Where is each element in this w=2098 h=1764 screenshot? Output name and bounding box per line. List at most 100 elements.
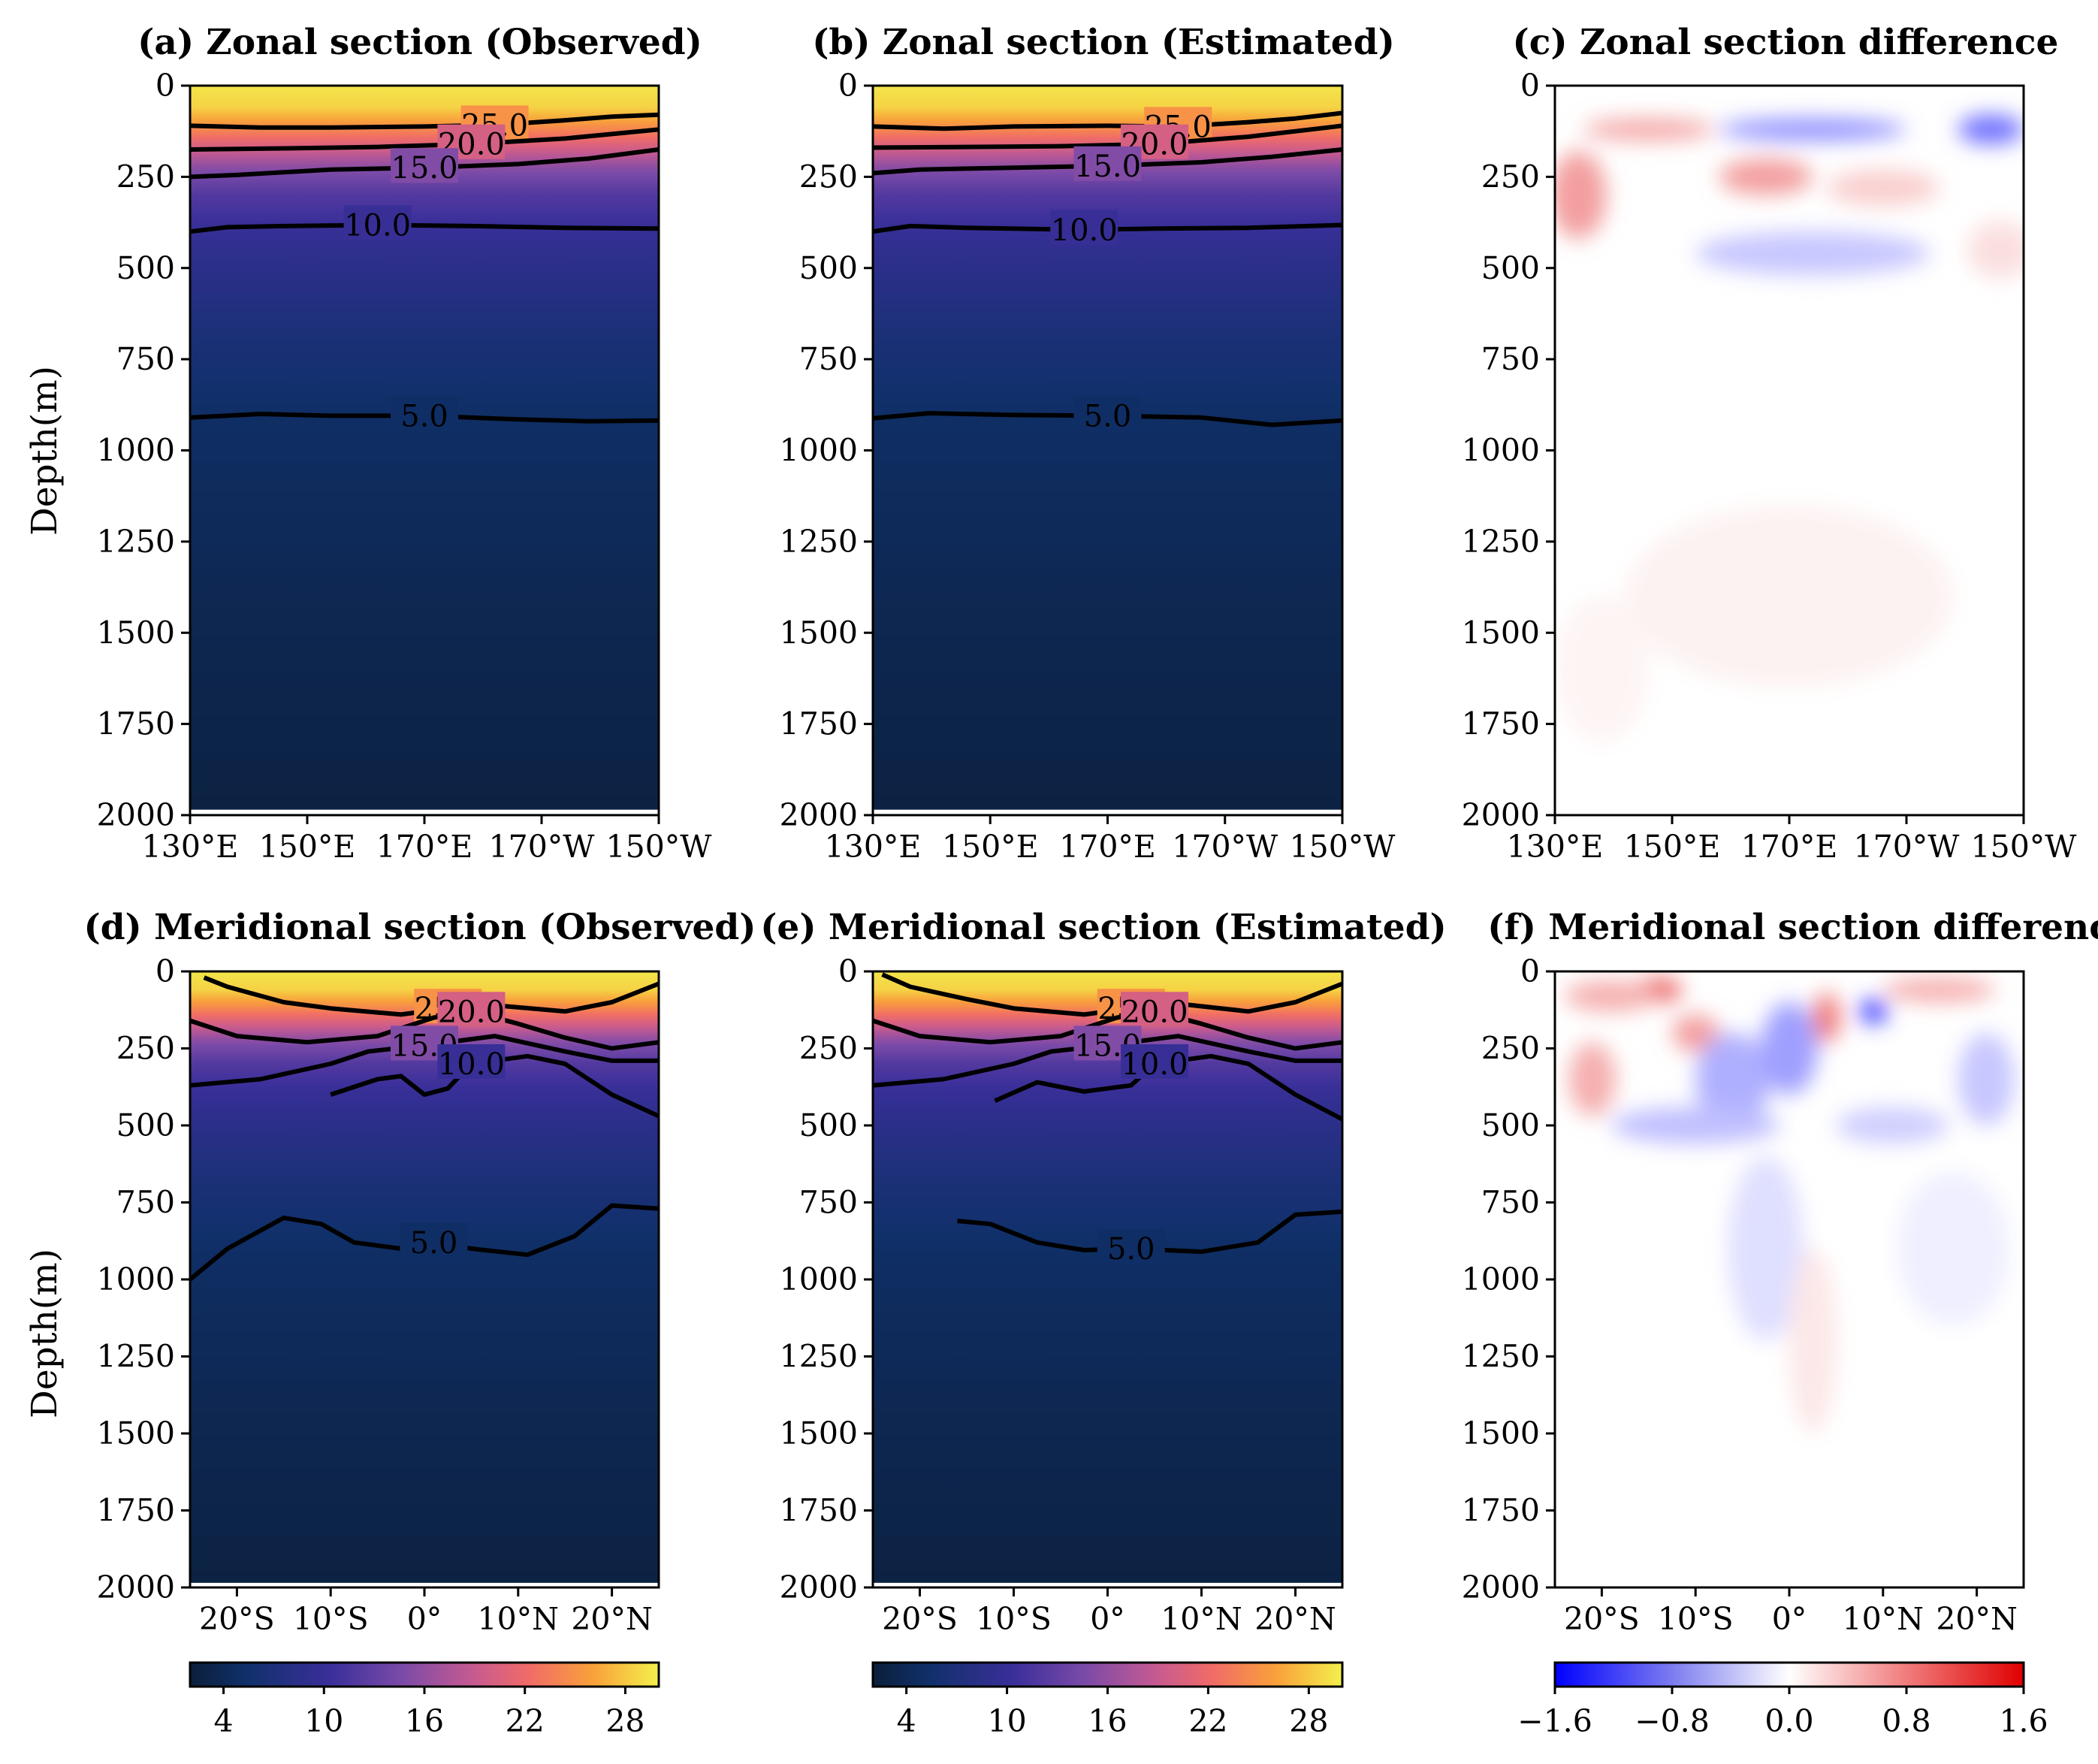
contour-label-gap bbox=[1073, 146, 1142, 181]
y-tick-label: 250 bbox=[799, 1031, 858, 1067]
y-tick-label: 0 bbox=[155, 68, 175, 104]
x-tick-label: 170°E bbox=[1059, 829, 1156, 865]
x-tick-label: 150°W bbox=[606, 829, 713, 865]
x-tick-label: 0° bbox=[407, 1601, 442, 1637]
y-tick-label: 1250 bbox=[780, 524, 858, 560]
colorbar-tick-label: 28 bbox=[1289, 1703, 1328, 1739]
panel-f: (f) Meridional section difference 0 250 50… bbox=[1462, 907, 2098, 1637]
x-tick-label: 170°E bbox=[1741, 829, 1838, 865]
x-tick-label: 0° bbox=[1090, 1601, 1125, 1637]
y-tick-label: 2000 bbox=[97, 797, 175, 833]
x-tick-label: 20°S bbox=[1564, 1601, 1640, 1637]
y-tick-label: 750 bbox=[799, 1185, 858, 1221]
colorbar-gradient bbox=[189, 1661, 660, 1688]
contour-label-gap bbox=[400, 1222, 468, 1258]
x-tick-label: 20°N bbox=[571, 1601, 653, 1637]
y-tick-label: 0 bbox=[838, 68, 858, 104]
negative-anomaly bbox=[1695, 231, 1930, 276]
colorbar: −1.6 −0.8 0.0 0.8 1.6 bbox=[1517, 1661, 2048, 1739]
contour-label: 5.0 bbox=[410, 1226, 458, 1261]
positive-anomaly bbox=[1555, 151, 1607, 239]
y-tick-label: 250 bbox=[116, 159, 175, 195]
positive-anomaly bbox=[1555, 596, 1649, 742]
y-tick-label: 1500 bbox=[1462, 615, 1540, 651]
contour-label: 5.0 bbox=[1107, 1232, 1155, 1267]
contour-line-20.0 bbox=[190, 127, 659, 152]
negative-anomaly bbox=[1761, 1002, 1818, 1095]
x-tick-label: 170°W bbox=[1172, 829, 1278, 865]
positive-anomaly bbox=[1625, 505, 1954, 688]
colorbar-tick-label: 0.8 bbox=[1882, 1703, 1930, 1739]
contour-label-gap bbox=[391, 396, 458, 431]
y-tick-label: 1000 bbox=[97, 1261, 175, 1297]
y-tick-label: 1750 bbox=[1462, 706, 1540, 742]
y-tick-label: 1500 bbox=[97, 1415, 175, 1451]
y-tick-label: 0 bbox=[1520, 68, 1540, 104]
positive-anomaly bbox=[1882, 977, 1996, 1002]
field: 25.020.015.010.05.0 bbox=[873, 971, 1342, 1587]
x-tick-label: 20°N bbox=[1254, 1601, 1336, 1637]
temperature-field bbox=[873, 86, 1342, 815]
colorbar-tick-label: 22 bbox=[1188, 1703, 1227, 1739]
negative-anomaly bbox=[1958, 114, 2024, 144]
x-tick-label: 150°W bbox=[1971, 829, 2078, 865]
panel-d: (d) Meridional section (Observed) 25.020… bbox=[24, 907, 756, 1637]
y-tick-label: 1250 bbox=[1462, 1339, 1540, 1375]
x-tick-label: 150°E bbox=[259, 829, 356, 865]
x-tick-label: 20°S bbox=[199, 1601, 275, 1637]
x-tick-label: 150°E bbox=[942, 829, 1039, 865]
y-tick-label: 2000 bbox=[97, 1569, 175, 1605]
y-tick-label: 1500 bbox=[1462, 1415, 1540, 1451]
y-tick-label: 1750 bbox=[97, 1493, 175, 1529]
negative-anomaly bbox=[1859, 998, 1888, 1024]
panel-c: (c) Zonal section difference 0 250 500 750 1… bbox=[1462, 22, 2078, 865]
colorbar-tick-label: 4 bbox=[214, 1703, 234, 1739]
y-tick-label: 2000 bbox=[1462, 1569, 1540, 1605]
y-tick-label: 750 bbox=[799, 341, 858, 377]
contour-label-gap bbox=[437, 1044, 506, 1079]
contour-label: 15.0 bbox=[391, 151, 457, 186]
negative-anomaly bbox=[1728, 1156, 1804, 1341]
panel-a: (a) Zonal section (Observed) 25.020.015.… bbox=[24, 22, 712, 865]
y-tick-label: 1000 bbox=[97, 433, 175, 469]
y-tick-label: 750 bbox=[1481, 1185, 1540, 1221]
positive-anomaly bbox=[1719, 159, 1813, 195]
y-tick-label: 1000 bbox=[780, 1261, 858, 1297]
field bbox=[1555, 971, 2024, 1587]
contour-label-gap bbox=[1097, 1229, 1165, 1264]
y-tick-label: 500 bbox=[799, 1107, 858, 1143]
negative-anomaly bbox=[1897, 1171, 2010, 1326]
positive-anomaly bbox=[1967, 220, 2024, 279]
x-tick-label: 150°E bbox=[1624, 829, 1721, 865]
contour-label: 15.0 bbox=[1074, 150, 1141, 184]
y-tick-label: 250 bbox=[1481, 1031, 1540, 1067]
temperature-field bbox=[190, 971, 659, 1587]
y-tick-label: 250 bbox=[1481, 159, 1540, 195]
colorbar-tick-label: 22 bbox=[506, 1703, 545, 1739]
y-tick-label: 1000 bbox=[1462, 1261, 1540, 1297]
y-tick-label: 750 bbox=[1481, 341, 1540, 377]
contour-label: 5.0 bbox=[1084, 399, 1132, 433]
x-tick-label: 20°S bbox=[882, 1601, 958, 1637]
y-tick-label: 250 bbox=[799, 159, 858, 195]
x-tick-label: 10°N bbox=[1843, 1601, 1924, 1637]
contour-label-gap bbox=[437, 992, 506, 1027]
plot-area: 25.020.015.010.05.0025050075010001250150… bbox=[97, 68, 713, 865]
field: 25.020.015.010.05.0 bbox=[190, 971, 659, 1587]
colorbar-tick-label: −1.6 bbox=[1517, 1703, 1592, 1739]
y-tick-label: 1000 bbox=[780, 433, 858, 469]
y-tick-label: 1000 bbox=[1462, 433, 1540, 469]
contour-label: 5.0 bbox=[400, 399, 448, 433]
colorbar-tick-label: 10 bbox=[987, 1703, 1026, 1739]
no-data-strip bbox=[190, 809, 659, 815]
y-tick-label: 2000 bbox=[780, 1569, 858, 1605]
negative-anomaly bbox=[1836, 1107, 1949, 1144]
negative-anomaly bbox=[1695, 1033, 1771, 1125]
x-tick-label: 170°W bbox=[1854, 829, 1961, 865]
y-tick-label: 0 bbox=[1520, 953, 1540, 989]
x-tick-label: 20°N bbox=[1936, 1601, 2018, 1637]
colorbar-tick-label: 16 bbox=[1088, 1703, 1127, 1739]
contour-line-20.0 bbox=[873, 123, 1342, 150]
y-tick-label: 1500 bbox=[780, 1415, 858, 1451]
